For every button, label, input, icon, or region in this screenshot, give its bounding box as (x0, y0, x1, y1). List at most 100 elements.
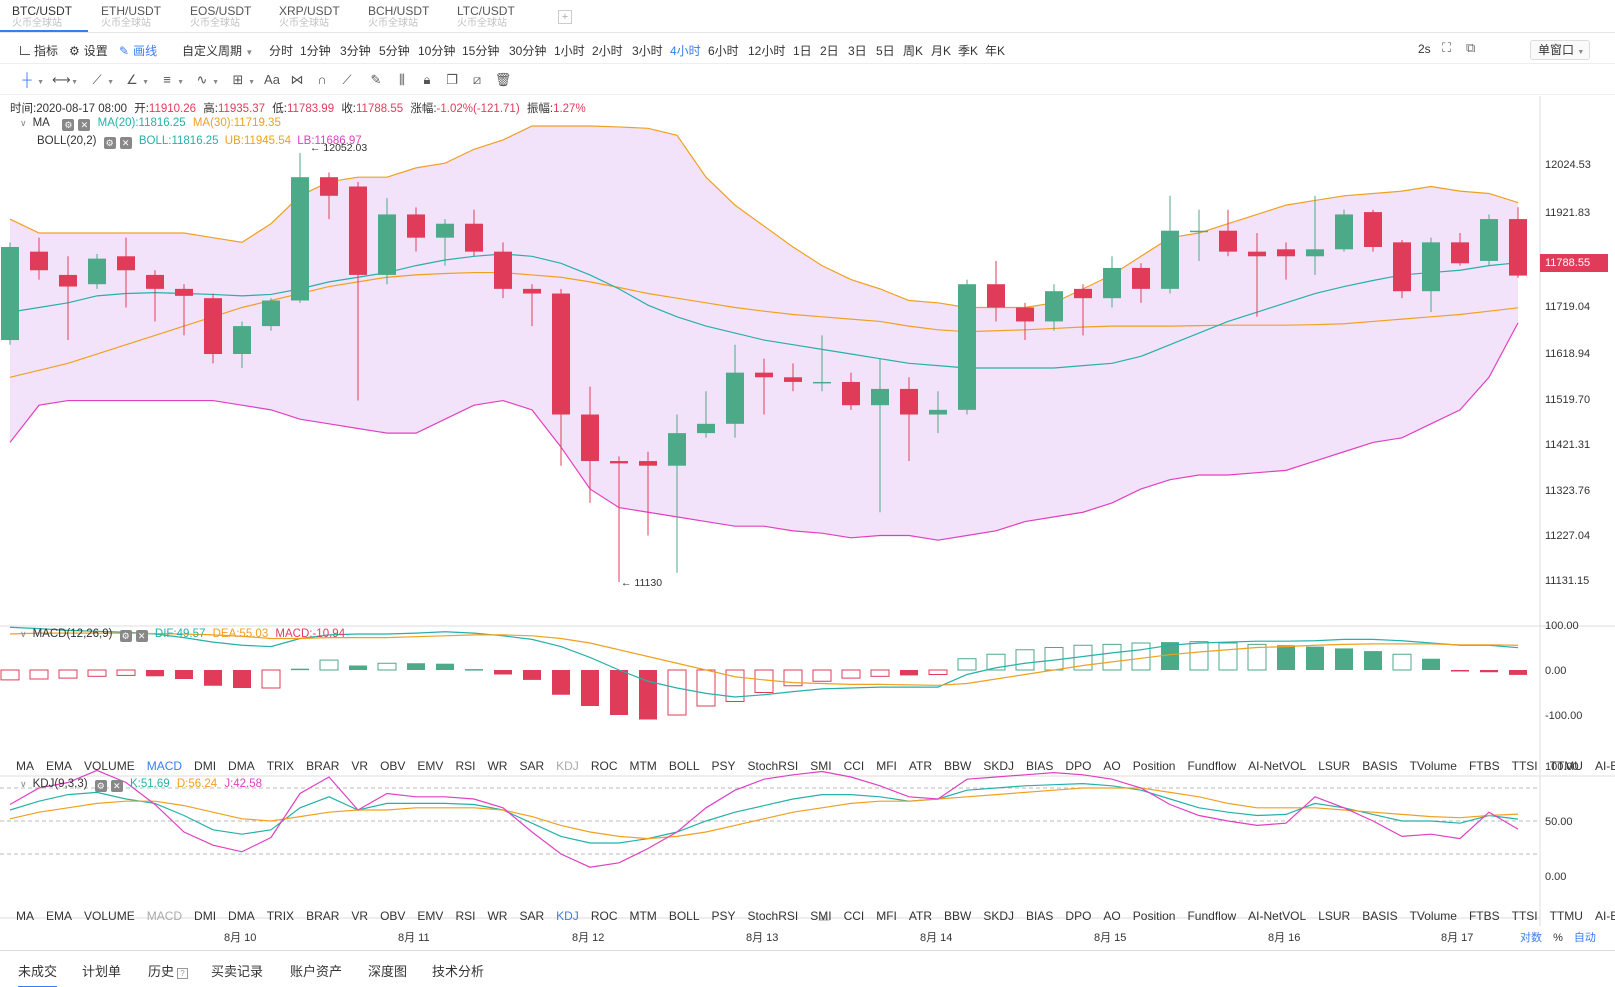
indicator-option[interactable]: BIAS (1026, 909, 1054, 923)
indicator-option[interactable]: AO (1103, 909, 1121, 923)
period-option[interactable]: 5分钟 (379, 44, 410, 58)
percent-scale-toggle[interactable]: % (1553, 932, 1563, 944)
indicator-option[interactable]: BOLL (668, 909, 700, 923)
indicator-option[interactable]: MA (16, 759, 34, 773)
indicator-option[interactable]: AI-NetVOL (1248, 759, 1307, 773)
indicator-option[interactable]: VR (351, 909, 369, 923)
indicator-option[interactable]: TVolume (1409, 909, 1457, 923)
period-option[interactable]: 1小时 (554, 44, 585, 58)
indicator-option[interactable]: EMV (417, 759, 444, 773)
indicator-option[interactable]: OBV (380, 759, 406, 773)
indicator-option[interactable]: RSI (455, 909, 476, 923)
indicator-option[interactable]: AO (1103, 759, 1121, 773)
period-option[interactable]: 年K (985, 44, 1006, 58)
indicator-option[interactable]: SKDJ (983, 759, 1015, 773)
indicator-option[interactable]: AI-BSI (1594, 759, 1615, 773)
indicator-option[interactable]: DPO (1065, 759, 1092, 773)
indicator-option[interactable]: SKDJ (983, 909, 1015, 923)
ruler-icon[interactable]: ⟋ (342, 72, 352, 87)
indicator-option[interactable]: MFI (876, 909, 897, 923)
indicator-option[interactable]: FTBS (1468, 909, 1500, 923)
text-icon[interactable]: Aa (264, 72, 280, 87)
period-option[interactable]: 3日 (848, 44, 867, 58)
indicator-option[interactable]: BIAS (1026, 759, 1054, 773)
indicator-option[interactable]: LSUR (1318, 909, 1351, 923)
indicator-option[interactable]: ROC (590, 909, 618, 923)
bottom-tab[interactable]: 技术分析 (432, 964, 485, 979)
lock-icon[interactable]: 🔒︎ (423, 72, 431, 87)
period-option[interactable]: 2日 (820, 44, 839, 58)
indicator-option[interactable]: SAR (519, 759, 545, 773)
period-option[interactable]: 分时 (269, 44, 294, 58)
kline-chart[interactable]: ← 12052.03 ← 11130 100.00 0.00 -100.00 100.00… (0, 96, 1615, 926)
period-option[interactable]: 5日 (876, 44, 895, 58)
indicator-option[interactable]: RSI (455, 759, 476, 773)
indicator-option[interactable]: KDJ (556, 909, 579, 923)
indicator-option[interactable]: LSUR (1318, 759, 1351, 773)
pair-tab[interactable]: LTC/USDT 火币全球站 (445, 4, 533, 32)
parallel-lines-icon[interactable]: ≡ ▼ (163, 72, 184, 87)
indicator-option[interactable]: TTSI (1511, 759, 1538, 773)
measure-icon[interactable]: ⫼ (399, 72, 405, 87)
magnet-icon[interactable]: ∩ (317, 72, 327, 87)
indicator-option[interactable]: ROC (590, 759, 618, 773)
horizontal-line-icon[interactable]: ⟷ ▼ (52, 72, 78, 87)
indicator-option[interactable]: BRAR (306, 759, 340, 773)
indicator-option[interactable]: ATR (908, 759, 933, 773)
pair-tab[interactable]: BTC/USDT 火币全球站 (0, 4, 88, 32)
angle-icon[interactable]: ∠ ▼ (126, 72, 149, 87)
indicator-option[interactable]: FTBS (1468, 759, 1500, 773)
indicator-option[interactable]: WR (487, 909, 508, 923)
indicator-option[interactable]: DMI (194, 909, 217, 923)
grid-icon[interactable]: ⊞ ▼ (232, 72, 255, 87)
pair-tab[interactable]: BCH/USDT 火币全球站 (356, 4, 444, 32)
gear-icon[interactable]: ⚙ (62, 119, 75, 131)
indicator-option[interactable]: CCI (843, 759, 865, 773)
refresh-interval[interactable]: 2s (1418, 42, 1431, 56)
period-option[interactable]: 季K (958, 44, 979, 58)
indicator-option[interactable]: StochRSI (747, 909, 799, 923)
screenshot-icon[interactable]: ⧉ (1466, 40, 1476, 55)
indicator-option[interactable]: EMA (46, 759, 73, 773)
bottom-tab[interactable]: 计划单 (82, 964, 122, 979)
crosshair-icon[interactable]: ┼ ▼ (22, 72, 44, 87)
collapse-icon[interactable]: ∨ (20, 118, 27, 128)
collapse-icon[interactable]: ∨ (20, 779, 27, 789)
bottom-tab[interactable]: 历史? (148, 961, 189, 980)
pair-tab[interactable]: EOS/USDT 火币全球站 (178, 4, 266, 32)
gear-icon[interactable]: ⚙ (103, 137, 116, 149)
custom-period-select[interactable]: 自定义周期 ▼ (182, 42, 253, 59)
indicator-option[interactable]: EMA (46, 909, 73, 923)
indicator-option[interactable]: VOLUME (84, 759, 135, 773)
period-option[interactable]: 3小时 (632, 44, 663, 58)
trend-line-icon[interactable]: ⟋ ▼ (92, 72, 114, 87)
indicator-option[interactable]: TVolume (1409, 759, 1457, 773)
draw-button[interactable]: ✎ 画线 (119, 42, 157, 59)
indicator-option[interactable]: TRIX (266, 759, 295, 773)
period-option[interactable]: 2小时 (592, 44, 623, 58)
period-option[interactable]: 4小时 (670, 44, 701, 58)
indicator-option[interactable]: AI-BSI (1594, 909, 1615, 923)
indicator-option[interactable]: SMI (810, 759, 832, 773)
indicator-option[interactable]: TTMU (1549, 909, 1583, 923)
bottom-tab[interactable]: 买卖记录 (211, 964, 264, 979)
indicator-option[interactable]: DMA (228, 759, 255, 773)
indicator-option[interactable]: Fundflow (1187, 909, 1237, 923)
indicator-option[interactable]: Position (1132, 759, 1176, 773)
indicator-option[interactable]: VOLUME (84, 909, 135, 923)
indicator-option[interactable]: BOLL (668, 759, 700, 773)
indicator-option[interactable]: DMA (228, 909, 255, 923)
settings-button[interactable]: ⚙ 设置 (69, 42, 108, 59)
gear-icon[interactable]: ⚙ (119, 630, 132, 642)
indicator-option[interactable]: WR (487, 759, 508, 773)
window-mode-select[interactable]: 单窗口 ▼ (1530, 40, 1590, 60)
indicator-option[interactable]: TRIX (266, 909, 295, 923)
hide-icon[interactable]: ⧄ (472, 72, 482, 87)
period-option[interactable]: 10分钟 (418, 44, 456, 58)
indicator-option[interactable]: BRAR (306, 909, 340, 923)
indicator-option[interactable]: MFI (876, 759, 897, 773)
period-option[interactable]: 1分钟 (300, 44, 331, 58)
close-icon[interactable]: ✕ (119, 137, 132, 149)
indicator-option[interactable]: PSY (711, 759, 736, 773)
log-scale-toggle[interactable]: 对数 (1520, 932, 1542, 944)
